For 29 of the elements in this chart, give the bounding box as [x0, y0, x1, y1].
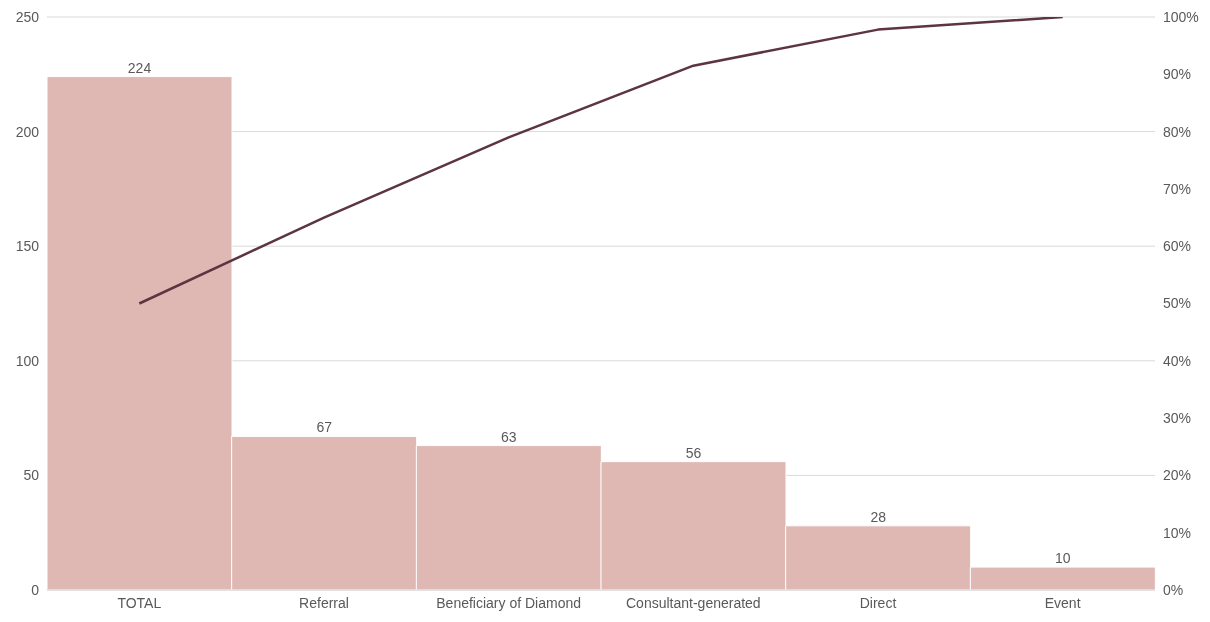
data-label: 56 — [685, 444, 702, 461]
y-tick-label: 150 — [15, 238, 40, 255]
y2-tick-label: 60% — [1163, 238, 1192, 255]
y2-tick-label: 0% — [1163, 581, 1184, 598]
x-tick-label: Referral — [299, 594, 349, 611]
y2-tick-label: 20% — [1163, 467, 1192, 484]
data-label: 224 — [127, 59, 152, 76]
y-tick-label: 0 — [31, 581, 40, 598]
x-tick-label: Consultant-generated — [626, 594, 761, 611]
data-label: 63 — [501, 428, 517, 445]
y-tick-label: 200 — [15, 123, 40, 140]
y2-tick-label: 100% — [1163, 8, 1199, 25]
x-tick-label: Event — [1044, 594, 1081, 611]
y2-tick-label: 50% — [1163, 295, 1192, 312]
x-tick-label: Beneficiary of Diamond — [436, 594, 582, 611]
y2-tick-label: 80% — [1163, 123, 1192, 140]
data-label: 28 — [870, 508, 887, 525]
data-label: 67 — [316, 419, 333, 436]
y2-tick-label: 70% — [1163, 180, 1192, 197]
y-tick-label: 250 — [15, 8, 40, 25]
x-tick-label: TOTAL — [117, 594, 162, 611]
y2-tick-label: 40% — [1163, 352, 1192, 369]
x-tick-label: Direct — [859, 594, 897, 611]
y2-tick-label: 30% — [1163, 410, 1192, 427]
data-label: 10 — [1055, 550, 1071, 567]
y2-tick-label: 90% — [1163, 66, 1192, 83]
y2-tick-label: 10% — [1163, 524, 1192, 541]
y-tick-label: 100 — [15, 352, 40, 369]
y-tick-label: 50 — [23, 467, 40, 484]
